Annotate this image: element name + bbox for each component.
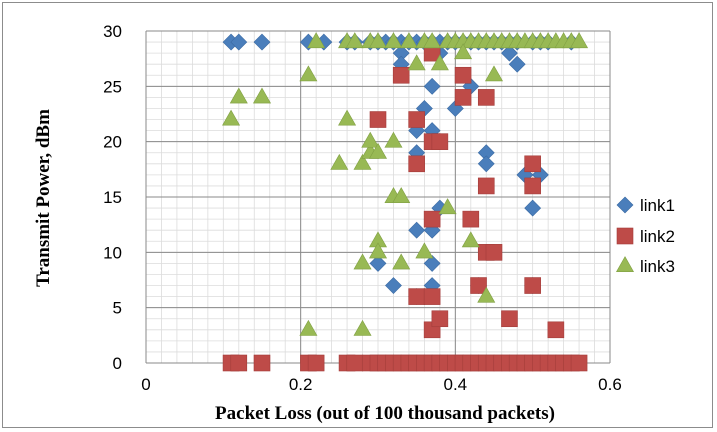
link3-point [299, 65, 318, 82]
link2-point [346, 354, 364, 372]
x-tick-label: 0.4 [444, 375, 468, 394]
link3-point [353, 253, 372, 270]
grid [145, 30, 611, 364]
link1-legend-label: link1 [640, 196, 675, 215]
link3-legend-label: link3 [640, 257, 675, 276]
link2-point [477, 89, 495, 106]
link3-point [338, 109, 357, 126]
link2-point [470, 277, 487, 294]
link3-point [438, 198, 457, 215]
link3-point [570, 32, 589, 49]
link3-point [353, 153, 372, 170]
y-tick-label: 30 [103, 22, 122, 41]
link1-legend-marker [616, 196, 634, 214]
link3-point [407, 54, 426, 71]
link2-point [524, 277, 541, 294]
tick-labels: 0 0.2 0.4 0.6 0 5 10 15 20 25 30 [103, 22, 622, 394]
link2-point [408, 288, 425, 305]
link2-point [477, 177, 495, 195]
link2-point [485, 244, 503, 261]
link3-point [392, 187, 411, 203]
link3-point [299, 319, 318, 336]
link1-point [477, 155, 495, 173]
link3-point [368, 32, 388, 49]
link3-point [353, 319, 372, 336]
link3-point [484, 65, 504, 82]
link2-point [423, 288, 441, 305]
link2-point [423, 210, 441, 228]
link3-point [477, 286, 496, 303]
link1-point [230, 33, 248, 51]
link3-point [345, 32, 364, 49]
link2-point [253, 354, 271, 372]
x-axis-title: Packet Loss (out of 100 thousand packets… [215, 403, 555, 424]
link2-point [408, 111, 425, 128]
link1-point [385, 277, 402, 294]
link2-point [454, 66, 472, 84]
link2-point [369, 111, 387, 128]
link2-point [431, 310, 449, 328]
link3-point [361, 131, 380, 148]
link2-point [570, 354, 588, 372]
x-tick-label: 0.2 [289, 375, 313, 394]
link1-point [369, 254, 387, 272]
x-tick-label: 0 [141, 375, 150, 394]
link3-point [368, 242, 388, 259]
link1-point [408, 122, 426, 140]
link2-legend-marker [616, 227, 634, 245]
link3-point [454, 43, 473, 60]
link3-point [229, 87, 248, 104]
y-tick-label: 5 [113, 299, 122, 318]
link2-point [230, 354, 248, 372]
link2-point [408, 155, 425, 173]
link3-point [384, 32, 403, 49]
link2-point [524, 155, 541, 173]
link2-legend-label: link2 [640, 227, 675, 246]
y-tick-label: 0 [113, 354, 122, 373]
y-tick-label: 20 [103, 133, 122, 152]
link1-point [524, 199, 542, 217]
link2-point [524, 177, 541, 195]
link3-point [368, 142, 388, 159]
link3-point [423, 32, 442, 49]
link3-point [392, 253, 411, 270]
link2-point [547, 321, 565, 339]
link1-point [423, 77, 441, 95]
x-tick-label: 0.6 [598, 375, 622, 394]
y-tick-label: 25 [103, 77, 122, 96]
link3-point [430, 54, 449, 71]
data-points [222, 32, 589, 372]
link3-point [384, 131, 403, 148]
link2-point [462, 210, 480, 228]
y-tick-label: 10 [103, 243, 122, 262]
link3-point [307, 32, 326, 49]
link1-point [508, 55, 526, 73]
link1-point [253, 33, 271, 51]
link3-point [415, 242, 434, 259]
link3-point [399, 32, 418, 49]
link3-point [222, 109, 241, 126]
link1-point [408, 221, 426, 239]
link3-legend-marker [615, 256, 635, 273]
link3-point [330, 153, 349, 170]
link2-point [307, 354, 325, 372]
y-tick-label: 15 [103, 188, 122, 207]
legend: link1 link2 link3 [615, 196, 675, 276]
link1-point [501, 44, 518, 62]
link1-point [423, 254, 441, 272]
link2-point [454, 89, 472, 106]
link2-point [392, 66, 410, 84]
y-axis-title: Transmit Power, dBm [33, 109, 54, 287]
link2-point [501, 310, 518, 328]
link3-point [252, 87, 272, 104]
link2-point [431, 133, 449, 150]
link3-point [461, 231, 480, 248]
